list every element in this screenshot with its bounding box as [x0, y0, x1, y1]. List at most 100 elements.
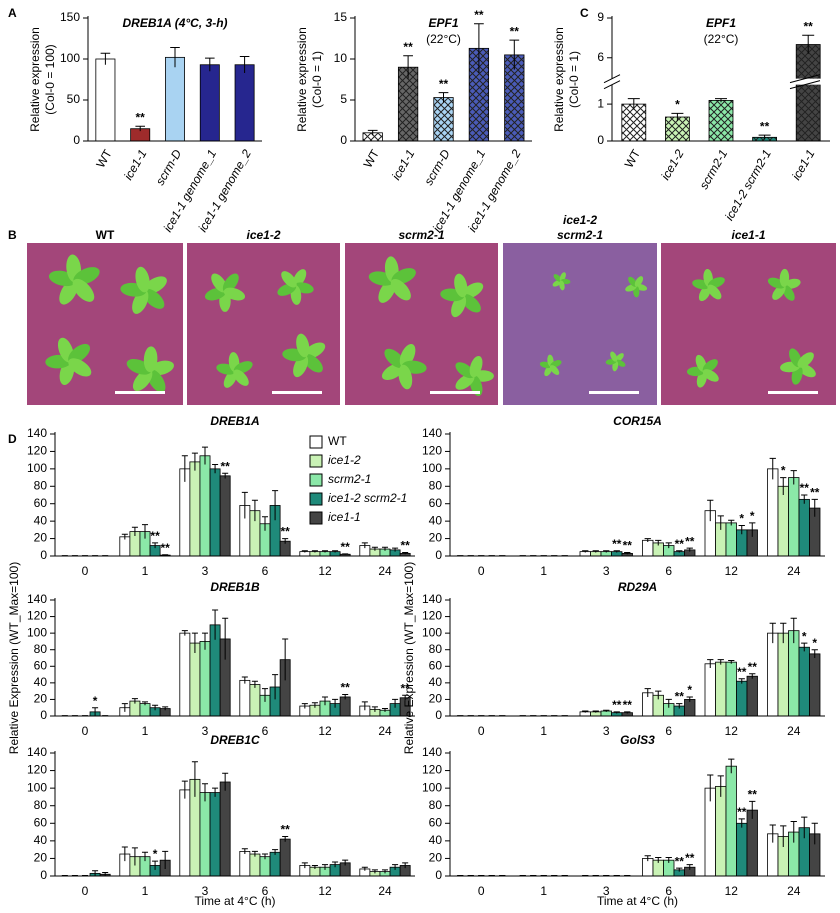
photo-label: ice1-2	[246, 228, 280, 242]
significance: **	[400, 681, 410, 695]
significance: **	[675, 537, 685, 551]
bar	[798, 498, 810, 557]
error-bar	[152, 542, 159, 549]
axis-break	[604, 78, 830, 85]
y-tick-label: 100	[27, 461, 47, 475]
scale-bar	[430, 391, 480, 394]
y-tick-label: 80	[34, 478, 48, 492]
x-tick-label: 12	[725, 564, 739, 578]
error-bar	[613, 711, 620, 714]
legend-label: ice1-1	[328, 510, 361, 524]
y-axis-label: Relative expression	[552, 27, 566, 132]
x-tick-label: 6	[665, 884, 672, 898]
x-tick-label: 24	[787, 884, 801, 898]
y-axis-label: (Col-0 = 100)	[43, 44, 57, 114]
bar	[642, 539, 654, 557]
bar	[725, 661, 737, 717]
x-tick-label: 6	[665, 724, 672, 738]
error-bar	[627, 98, 640, 110]
significance: **	[623, 698, 633, 712]
significance: **	[612, 537, 622, 551]
error-bar	[592, 710, 599, 713]
y-axis-label: Relative Expression (WT_Max=100)	[402, 562, 416, 754]
bar	[746, 675, 758, 717]
bar	[119, 536, 131, 557]
x-tick-label: 3	[603, 724, 610, 738]
error-bar	[272, 490, 279, 521]
y-tick-label: 60	[34, 658, 48, 672]
x-tick-label: 3	[202, 564, 209, 578]
y-tick-label: 120	[27, 444, 47, 458]
chart-title: DREB1C	[210, 733, 260, 747]
bar	[179, 789, 191, 877]
error-bar	[717, 515, 724, 530]
leaf	[469, 355, 483, 378]
bar	[788, 477, 800, 557]
error-bar	[613, 550, 620, 553]
leaf	[233, 369, 249, 386]
x-tick-label: 24	[378, 884, 392, 898]
x-tick-label: scrm2-1	[697, 147, 731, 192]
y-tick-label: 80	[34, 642, 48, 656]
x-tick-label: 0	[82, 564, 89, 578]
y-tick-label: 50	[67, 92, 81, 106]
error-bar	[655, 690, 662, 700]
leaf	[454, 273, 468, 298]
error-bar	[686, 864, 693, 870]
x-tick-label: ice1-2 scrm2-1	[722, 147, 774, 223]
y-tick-label: 40	[34, 833, 48, 847]
error-bar	[738, 818, 745, 828]
significance: *	[812, 636, 817, 650]
significance: *	[687, 683, 692, 697]
y-tick-label: 140	[422, 592, 442, 606]
y-tick-label: 0	[40, 868, 47, 882]
leaf	[707, 284, 722, 300]
x-tick-label: ice1-1	[121, 147, 149, 182]
bar	[708, 100, 734, 142]
error-bar	[251, 680, 258, 688]
error-bar	[707, 499, 714, 522]
significance: **	[737, 805, 747, 819]
leaf	[772, 284, 786, 300]
leaf	[390, 279, 411, 301]
y-tick-label: 100	[27, 625, 47, 639]
significance: **	[160, 541, 170, 555]
x-tick-label: 12	[318, 724, 332, 738]
error-bar	[261, 853, 269, 860]
error-bar	[582, 710, 589, 713]
error-bar	[780, 622, 787, 644]
error-bar	[321, 696, 329, 706]
error-bar	[665, 857, 672, 863]
y-tick-label: 0	[40, 708, 47, 722]
x-tick-label: 3	[202, 884, 209, 898]
error-bar	[582, 550, 589, 553]
bar	[239, 851, 251, 877]
x-tick-label: 0	[478, 724, 485, 738]
error-bar	[644, 538, 651, 543]
error-bar	[261, 688, 269, 702]
significance: **	[623, 539, 633, 553]
photo-label: ice1-2	[563, 213, 597, 227]
error-bar	[282, 638, 289, 681]
x-tick-label: scrm-D	[153, 147, 185, 188]
leaf	[455, 362, 475, 379]
y-tick-label: 20	[34, 851, 48, 865]
y-tick-label: 100	[422, 461, 442, 475]
error-bar	[181, 780, 188, 799]
x-tick-label: scrm-D	[421, 147, 453, 188]
bar	[279, 838, 291, 877]
error-bar	[728, 519, 735, 526]
error-bar	[676, 550, 683, 553]
significance: **	[800, 481, 810, 495]
y-axis-label: Relative Expression (WT_Max=100)	[7, 562, 21, 754]
y-tick-label: 0	[435, 868, 442, 882]
significance: **	[439, 77, 449, 91]
error-bar	[801, 494, 808, 504]
error-bar	[509, 39, 520, 70]
error-bar	[749, 800, 756, 819]
x-tick-label: 1	[142, 884, 149, 898]
y-tick-label: 60	[429, 815, 443, 829]
error-bar	[361, 701, 368, 711]
error-bar	[738, 678, 745, 684]
x-tick-label: 0	[82, 884, 89, 898]
